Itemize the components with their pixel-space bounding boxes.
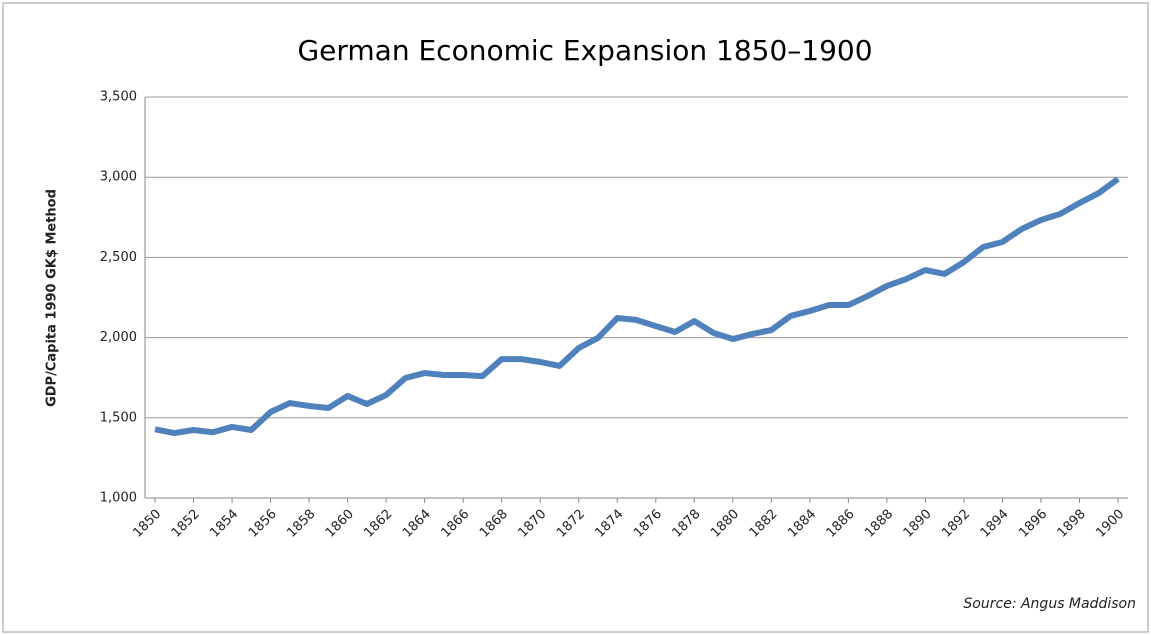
y-tick-label: 1,500: [100, 410, 137, 425]
data-line: [154, 176, 1120, 437]
source-note: Source: Angus Maddison: [963, 596, 1136, 612]
y-tick-label: 3,500: [100, 90, 137, 105]
y-tick-label: 1,000: [100, 491, 137, 506]
y-axis-label: GDP/Capita 1990 GK$ Method: [45, 189, 60, 407]
y-tick-label: 2,000: [100, 330, 137, 345]
chart-title: German Economic Expansion 1850–1900: [297, 34, 872, 67]
y-tick-label: 3,000: [100, 170, 137, 185]
y-tick-label: 2,500: [100, 250, 137, 265]
